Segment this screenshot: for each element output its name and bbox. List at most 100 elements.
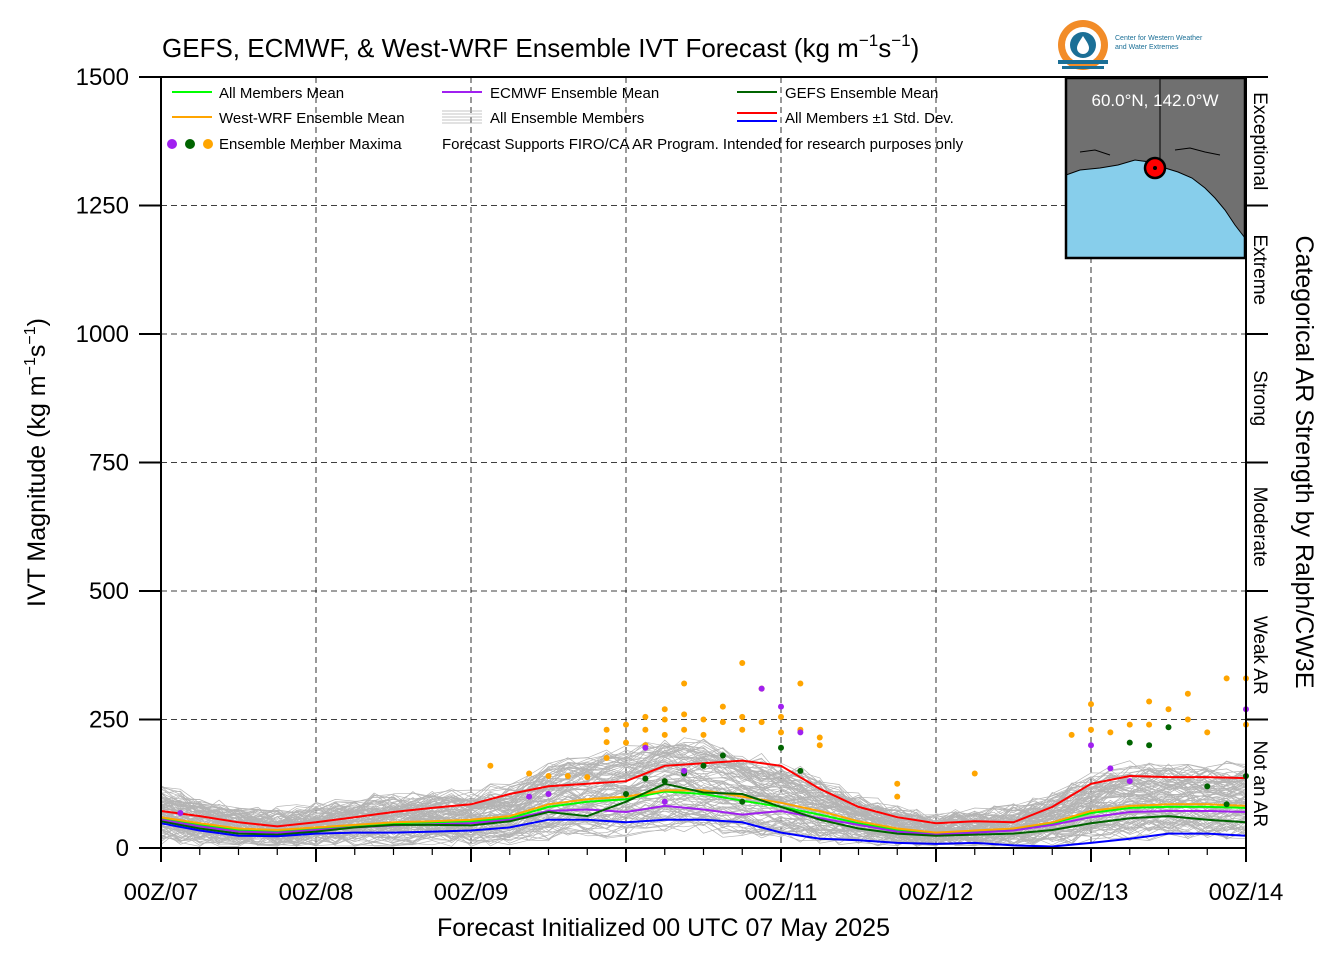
chart-title: GEFS, ECMWF, & West-WRF Ensemble IVT For… — [162, 31, 919, 63]
wwrf-maximum-point — [642, 713, 649, 720]
wwrf-maximum-point — [739, 726, 746, 733]
wwrf-maximum-point — [1088, 701, 1094, 708]
ecmwf-maximum-point — [797, 729, 804, 736]
ensemble-member-line — [160, 806, 1247, 846]
ensemble-member-line — [160, 759, 1247, 833]
gefs-maximum-point — [661, 778, 668, 785]
ensemble-member-line — [160, 745, 1247, 830]
ensemble-member-line — [160, 742, 1247, 833]
ecmwf-maximum-point — [758, 685, 765, 692]
legend-disclaimer: Forecast Supports FIRO/CA AR Program. In… — [442, 136, 964, 153]
cw3e-logo: Center for Western Weather and Water Ext… — [1058, 20, 1203, 70]
wwrf-maximum-point — [719, 703, 726, 710]
x-tick-label: 00Z/14 — [1209, 879, 1284, 906]
svg-text:Center for Western Weather: Center for Western Weather — [1115, 35, 1203, 42]
wwrf-maximum-point — [971, 770, 978, 777]
gefs-maximum-point — [1126, 739, 1133, 746]
ensemble-member-line — [160, 802, 1247, 847]
wwrf-maximum-point — [1146, 698, 1153, 705]
wwrf-maximum-point — [778, 729, 784, 736]
inset-map: 60.0°N, 142.0°W — [1064, 76, 1247, 260]
y-tick-label: 500 — [89, 578, 129, 605]
gefs-maximum-point — [1204, 783, 1211, 790]
gefs-maximum-point — [739, 798, 746, 805]
wwrf-maximum-point — [1223, 675, 1230, 682]
ensemble-member-line — [160, 800, 1247, 846]
ensemble-member-line — [160, 742, 1247, 822]
y-tick-label: 750 — [89, 450, 129, 477]
wwrf-maximum-point — [681, 680, 688, 687]
category-label: Weak AR — [1249, 616, 1270, 695]
wwrf-maximum-point — [661, 731, 668, 738]
category-label: Strong — [1249, 370, 1270, 426]
wwrf-maximum-point — [816, 742, 823, 749]
y-tick-label: 1500 — [76, 64, 129, 91]
ensemble-member-line — [160, 767, 1247, 835]
category-label: Extreme — [1249, 234, 1270, 305]
ecmwf-maximum-point — [1107, 765, 1114, 772]
ecmwf-maximum-point — [545, 791, 552, 798]
ensemble-member-line — [160, 752, 1247, 834]
svg-text:and Water Extremes: and Water Extremes — [1115, 44, 1179, 51]
wwrf-maximum-point — [603, 739, 610, 746]
wwrf-maximum-point — [739, 659, 746, 666]
y-tick-label: 1250 — [76, 193, 129, 220]
ensemble-member-line — [160, 815, 1247, 847]
y-tick-label: 0 — [116, 835, 129, 862]
wwrf-maximum-point — [623, 721, 629, 728]
legend-all-mean: All Members Mean — [219, 85, 344, 102]
legend-all-members: All Ensemble Members — [490, 110, 644, 127]
gefs-maximum-point — [1165, 724, 1172, 731]
location-marker-icon — [1143, 156, 1167, 180]
ecmwf-maximum-point — [177, 810, 184, 817]
wwrf-maximum-point — [545, 773, 552, 780]
wwrf-maximum-point — [1088, 726, 1094, 733]
wwrf-maximum-point — [584, 774, 591, 781]
wwrf-maximum-point — [700, 716, 707, 723]
ensemble-member-line — [160, 738, 1247, 832]
x-tick-label: 00Z/11 — [745, 879, 818, 906]
y-tick-label: 250 — [89, 707, 129, 734]
west-wrf-ensemble-mean-line — [160, 789, 1247, 834]
legend-gefs-mean: GEFS Ensemble Mean — [785, 85, 938, 102]
wwrf-maximum-point — [1165, 706, 1172, 713]
wwrf-maximum-point — [1146, 721, 1153, 728]
wwrf-maximum-point — [487, 762, 494, 769]
ecmwf-maximum-point — [661, 798, 668, 805]
category-axis-title: Categorical AR Strength by Ralph/CW3E — [1290, 236, 1318, 689]
wwrf-maximum-point — [700, 731, 707, 738]
wwrf-maximum-point — [1204, 729, 1211, 736]
wwrf-maximum-point — [719, 719, 726, 726]
x-tick-label: 00Z/07 — [124, 879, 199, 906]
legend-ecmwf-mean: ECMWF Ensemble Mean — [490, 85, 659, 102]
x-tick-label: 00Z/08 — [279, 879, 354, 906]
wwrf-maximum-point — [816, 734, 823, 741]
wwrf-maximum-point — [797, 680, 804, 687]
category-label: Not an AR — [1249, 740, 1270, 827]
all-members-1-std-dev-line — [160, 818, 1247, 848]
ecmwf-maximum-point — [1088, 742, 1094, 749]
wwrf-maximum-point — [1068, 731, 1075, 738]
ensemble-member-line — [160, 811, 1247, 846]
legend-std-dev: All Members ±1 Std. Dev. — [785, 110, 954, 127]
wwrf-maximum-point — [1184, 690, 1191, 697]
category-label: Moderate — [1249, 487, 1270, 567]
legend-wwrf-mean: West-WRF Ensemble Mean — [219, 110, 405, 127]
wwrf-maximum-point — [778, 713, 784, 720]
x-tick-label: 00Z/10 — [589, 879, 664, 906]
ensemble-member-line — [160, 819, 1247, 847]
wwrf-maximum-point — [758, 719, 765, 726]
wwrf-maximum-point — [894, 780, 901, 787]
wwrf-maximum-point — [681, 711, 688, 718]
wwrf-maximum-point — [661, 706, 668, 713]
gefs-maximum-point — [797, 767, 804, 774]
x-tick-label: 00Z/09 — [434, 879, 509, 906]
wwrf-maximum-point — [1126, 721, 1133, 728]
wwrf-maximum-point — [526, 770, 533, 777]
x-tick-label: 00Z/12 — [899, 879, 974, 906]
map-location-label: 60.0°N, 142.0°W — [1092, 91, 1219, 110]
gefs-maximum-point — [1146, 742, 1153, 749]
ecmwf-maximum-point — [681, 767, 688, 774]
ensemble-member-line — [160, 800, 1247, 845]
ecmwf-maximum-point — [642, 744, 649, 751]
